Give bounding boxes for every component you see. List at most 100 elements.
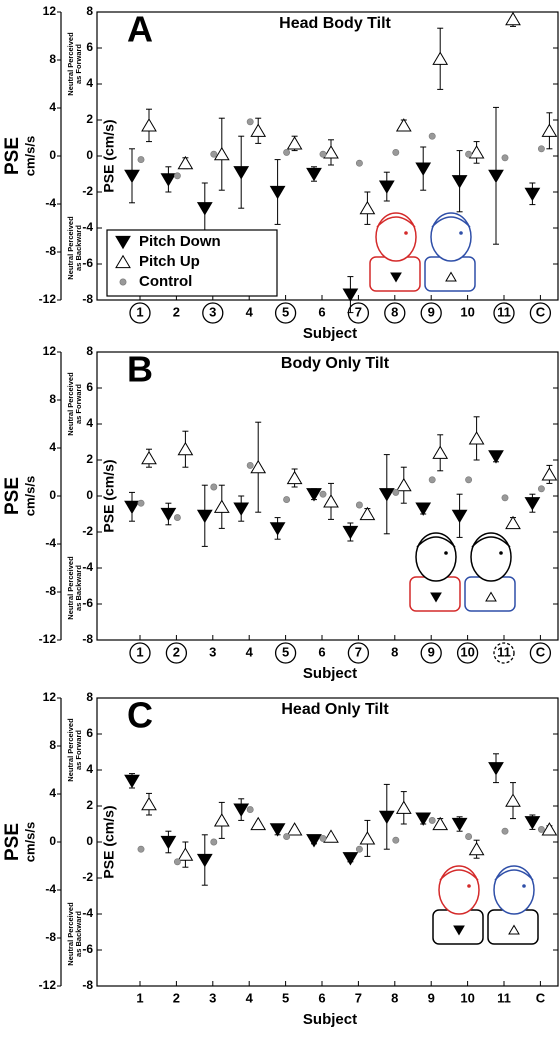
y-tick-label: -2 [82, 524, 93, 538]
pitch-up-marker [286, 470, 303, 485]
y2-tick-label: -4 [45, 536, 56, 550]
control-dot [428, 132, 436, 140]
pitch-up-marker [432, 51, 449, 65]
control-dot [355, 845, 363, 853]
panel-letter: A [127, 9, 153, 50]
y2-tick-label: -4 [45, 882, 56, 896]
x-tick-label: 11 [497, 304, 511, 319]
pitch-down-marker [451, 175, 468, 189]
y2-axis-title: PSE [2, 477, 23, 515]
axis-note: Neutral Perceived [66, 718, 75, 782]
figure-eye [522, 884, 526, 888]
pitch-down-marker [342, 852, 359, 866]
category-circle [347, 642, 370, 664]
pitch-down-marker [306, 834, 322, 848]
figure-head [493, 865, 535, 915]
pitch-up-marker [250, 459, 267, 474]
y-tick-label: -2 [82, 870, 93, 884]
x-tick-label: 8 [391, 990, 398, 1005]
y-tick-label: 0 [86, 148, 93, 162]
pitch-up-marker [468, 431, 485, 445]
pitch-up-marker [141, 796, 157, 811]
control-dot [355, 159, 363, 167]
pitch-up-marker [359, 200, 376, 215]
x-tick-label: 4 [246, 990, 254, 1005]
control-dot [210, 150, 218, 158]
y2-tick-label: 0 [49, 148, 56, 162]
y2-tick-label: -8 [45, 930, 56, 944]
panel-letter: C [127, 695, 153, 736]
x-tick-label: 7 [355, 644, 362, 659]
x-tick-label: 11 [497, 990, 511, 1005]
pitch-down-marker [342, 288, 359, 302]
figure-triangle [390, 272, 402, 283]
control-dot [428, 816, 436, 824]
pitch-up-marker [468, 145, 485, 159]
pitch-down-marker [269, 522, 286, 536]
pitch-up-marker [359, 831, 376, 845]
y2-tick-label: 4 [49, 100, 56, 114]
pitch-down-marker [488, 450, 504, 464]
x-tick-label: 2 [173, 304, 180, 319]
y-tick-label: -4 [82, 906, 93, 920]
y-tick-label: -8 [82, 632, 93, 646]
pitch-down-marker [233, 803, 250, 817]
pitch-up-marker [177, 155, 194, 170]
y2-tick-label: -8 [45, 584, 56, 598]
figure-triangle [445, 271, 457, 282]
figure-head [438, 865, 480, 915]
control-dot [210, 838, 218, 846]
x-tick-label: 1 [136, 644, 143, 659]
control-dot [246, 461, 254, 469]
y-axis-title: PSE (cm/s) [101, 459, 117, 532]
pitch-down-marker [196, 202, 213, 216]
y2-tick-label: 8 [49, 52, 56, 66]
pitch-down-marker [415, 812, 432, 826]
pitch-up-marker [323, 145, 339, 159]
chart-title: Head Body Tilt [279, 15, 391, 32]
x-tick-label: 10 [460, 304, 474, 319]
x-tick-label: 9 [428, 990, 435, 1005]
y-tick-label: -6 [82, 256, 93, 270]
pitch-down-marker [233, 502, 250, 516]
y-tick-label: -6 [82, 942, 93, 956]
pitch-up-marker [432, 816, 449, 831]
control-dot [501, 827, 509, 835]
x-tick-label: 11 [497, 644, 511, 659]
x-tick-label: 1 [136, 304, 143, 319]
x-tick-label: 4 [246, 304, 254, 319]
x-tick-label: 10 [460, 990, 474, 1005]
y-tick-label: 4 [86, 762, 93, 776]
figure-head [375, 212, 417, 262]
axis-note: Neutral Perceived [66, 216, 75, 280]
axis-note: as Backward [74, 225, 83, 271]
x-tick-label: 3 [209, 644, 216, 659]
control-dot [537, 485, 545, 493]
y2-tick-label: 0 [49, 834, 56, 848]
control-dot [173, 514, 181, 522]
pitch-up-marker [468, 841, 485, 856]
pitch-down-marker [196, 853, 213, 868]
category-circle [420, 302, 442, 324]
pitch-down-marker [115, 235, 131, 250]
y-tick-label: 8 [86, 690, 93, 704]
pitch-up-marker [323, 829, 339, 843]
x-tick-label: 9 [428, 644, 435, 659]
y-tick-label: -6 [82, 596, 93, 610]
pitch-down-marker [160, 835, 177, 850]
control-dot [283, 833, 291, 841]
pitch-down-marker [451, 817, 468, 832]
y-tick-label: -8 [82, 978, 93, 992]
axis-note: as Backward [74, 911, 83, 957]
control-dot [210, 483, 218, 491]
category-circle [274, 302, 297, 324]
pitch-up-marker [505, 793, 521, 807]
axis-note: as Forward [74, 730, 83, 770]
y2-axis-unit: cm/s/s [22, 136, 37, 176]
x-tick-label: C [536, 644, 546, 659]
y-tick-label: 6 [86, 40, 93, 54]
pitch-down-marker [233, 166, 250, 180]
axis-note: Neutral Perceived [66, 32, 75, 96]
control-dot [319, 490, 327, 498]
